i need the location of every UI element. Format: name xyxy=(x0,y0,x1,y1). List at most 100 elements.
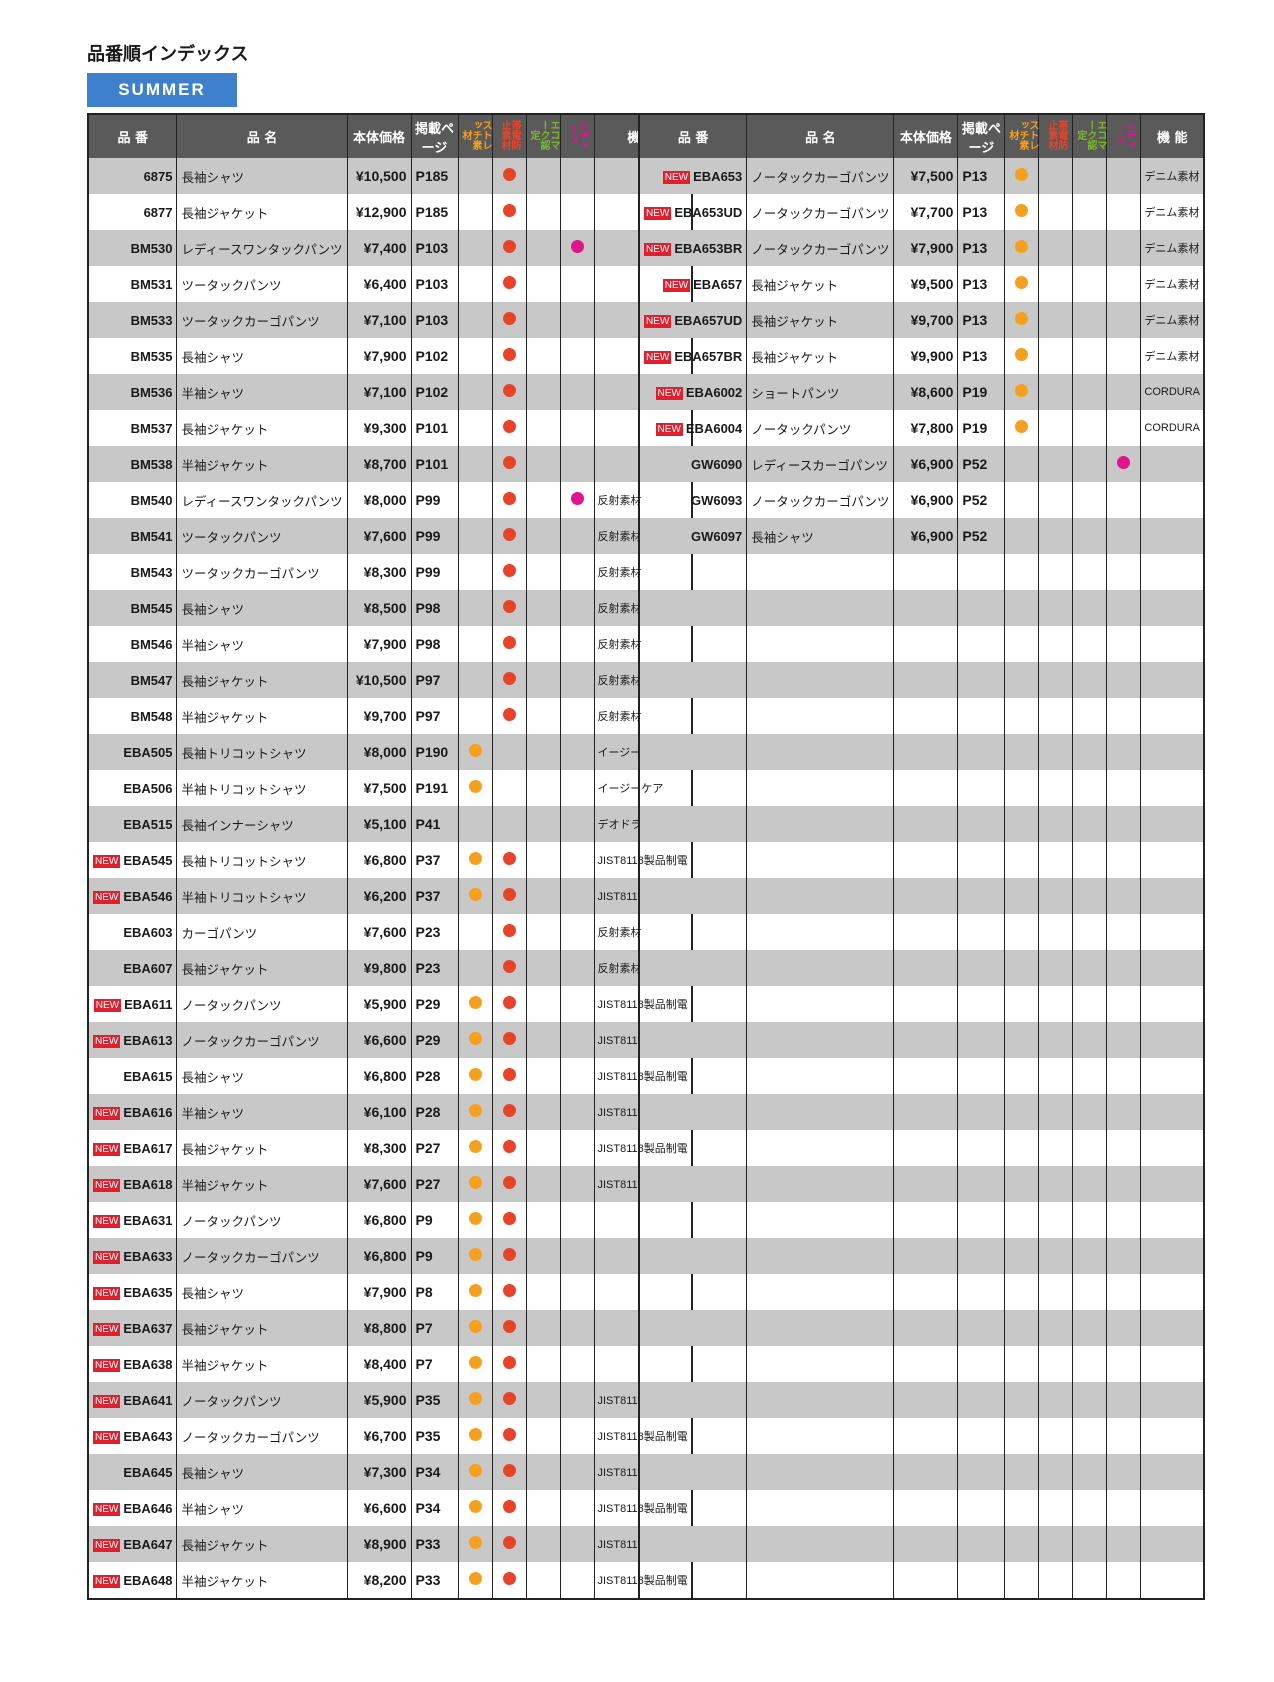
ladies-cell xyxy=(1106,410,1141,446)
antistatic-cell xyxy=(491,338,526,374)
stretch-cell xyxy=(457,986,492,1022)
product-price: ¥6,700 xyxy=(346,1418,411,1454)
empty-row xyxy=(638,1526,1205,1562)
antistatic-cell xyxy=(491,1490,526,1526)
product-code: 6875 xyxy=(87,158,177,194)
empty-cell xyxy=(1106,1490,1141,1526)
stretch-dot-icon xyxy=(468,1356,482,1369)
eco-cell xyxy=(525,1022,560,1058)
antistatic-cell xyxy=(491,446,526,482)
catalog-page: P52 xyxy=(957,482,1005,518)
empty-cell xyxy=(1038,986,1073,1022)
stretch-cell xyxy=(457,950,492,986)
product-name: 長袖ジャケット xyxy=(176,1310,347,1346)
empty-cell xyxy=(957,1238,1005,1274)
empty-cell xyxy=(1072,1274,1107,1310)
ladies-cell xyxy=(559,734,594,770)
antistatic-cell xyxy=(491,986,526,1022)
empty-cell xyxy=(1004,1310,1039,1346)
product-code: NEW EBA633 xyxy=(87,1238,177,1274)
empty-cell xyxy=(1038,1418,1073,1454)
product-price: ¥8,000 xyxy=(346,734,411,770)
empty-cell xyxy=(1072,1022,1107,1058)
empty-cell xyxy=(893,1562,958,1599)
empty-cell xyxy=(1004,1562,1039,1599)
table-row: NEW EBA653 ノータックカーゴパンツ ¥7,500 P13 デニム素材 xyxy=(638,158,1205,194)
catalog-page: P191 xyxy=(410,770,458,806)
antistatic-dot-icon xyxy=(502,1032,516,1045)
antistatic-dot-icon xyxy=(502,1320,516,1333)
empty-row xyxy=(638,1094,1205,1130)
empty-cell xyxy=(746,1310,894,1346)
empty-cell xyxy=(1140,986,1205,1022)
empty-cell xyxy=(638,986,747,1022)
product-price: ¥6,600 xyxy=(346,1022,411,1058)
table-row: EBA515 長袖インナーシャツ ¥5,100 P41 デオドラント xyxy=(87,806,692,842)
catalog-page: P8 xyxy=(410,1274,458,1310)
antistatic-cell xyxy=(491,950,526,986)
empty-row xyxy=(638,590,1205,626)
empty-row xyxy=(638,770,1205,806)
stretch-cell xyxy=(457,266,492,302)
antistatic-dot-icon xyxy=(502,1212,516,1225)
product-code: EBA607 xyxy=(87,950,177,986)
eco-cell xyxy=(525,590,560,626)
table-row: NEW EBA638 半袖ジャケット ¥8,400 P7 xyxy=(87,1346,692,1382)
product-code: NEW EBA616 xyxy=(87,1094,177,1130)
stretch-cell xyxy=(457,662,492,698)
empty-cell xyxy=(746,698,894,734)
eco-cell xyxy=(1072,158,1107,194)
product-price: ¥6,900 xyxy=(893,446,958,482)
stretch-dot-icon xyxy=(468,1104,482,1117)
product-code: EBA506 xyxy=(87,770,177,806)
catalog-page: P101 xyxy=(410,446,458,482)
empty-cell xyxy=(1140,914,1205,950)
catalog-page: P185 xyxy=(410,158,458,194)
empty-cell xyxy=(1072,1130,1107,1166)
stretch-dot-icon xyxy=(468,1536,482,1549)
empty-cell xyxy=(1004,806,1039,842)
product-price: ¥7,600 xyxy=(346,518,411,554)
stretch-dot-icon xyxy=(468,744,482,757)
eco-cell xyxy=(525,158,560,194)
catalog-page: P34 xyxy=(410,1490,458,1526)
empty-row xyxy=(638,662,1205,698)
product-price: ¥8,800 xyxy=(346,1310,411,1346)
empty-cell xyxy=(1004,1238,1039,1274)
empty-cell xyxy=(957,1562,1005,1599)
stretch-cell xyxy=(1004,266,1039,302)
empty-cell xyxy=(957,770,1005,806)
antistatic-cell xyxy=(491,1562,526,1599)
empty-cell xyxy=(1004,1130,1039,1166)
product-name: 半袖ジャケット xyxy=(176,1562,347,1599)
antistatic-dot-icon xyxy=(502,204,516,217)
header-ladies: レディース xyxy=(1106,114,1141,158)
product-name: ノータックカーゴパンツ xyxy=(176,1022,347,1058)
empty-cell xyxy=(746,590,894,626)
new-badge: NEW xyxy=(644,242,672,256)
header-eco-label: エコマーク認定 xyxy=(528,120,559,150)
new-badge: NEW xyxy=(93,1034,121,1048)
eco-cell xyxy=(525,734,560,770)
stretch-cell xyxy=(457,1454,492,1490)
catalog-page: P190 xyxy=(410,734,458,770)
catalog-page: P27 xyxy=(410,1130,458,1166)
ladies-cell xyxy=(559,806,594,842)
empty-cell xyxy=(638,1022,747,1058)
stretch-cell xyxy=(457,1490,492,1526)
antistatic-dot-icon xyxy=(502,708,516,721)
header-antistatic-label: 帯電防止素材 xyxy=(499,120,520,150)
empty-row xyxy=(638,1382,1205,1418)
product-name: ノータックカーゴパンツ xyxy=(746,230,894,266)
antistatic-cell xyxy=(491,1346,526,1382)
empty-cell xyxy=(957,1382,1005,1418)
eco-cell xyxy=(525,338,560,374)
stretch-cell xyxy=(457,410,492,446)
antistatic-cell xyxy=(491,770,526,806)
table-row: BM531 ツータックパンツ ¥6,400 P103 xyxy=(87,266,692,302)
stretch-cell xyxy=(457,230,492,266)
product-name: 半袖ジャケット xyxy=(176,1166,347,1202)
stretch-cell xyxy=(457,518,492,554)
